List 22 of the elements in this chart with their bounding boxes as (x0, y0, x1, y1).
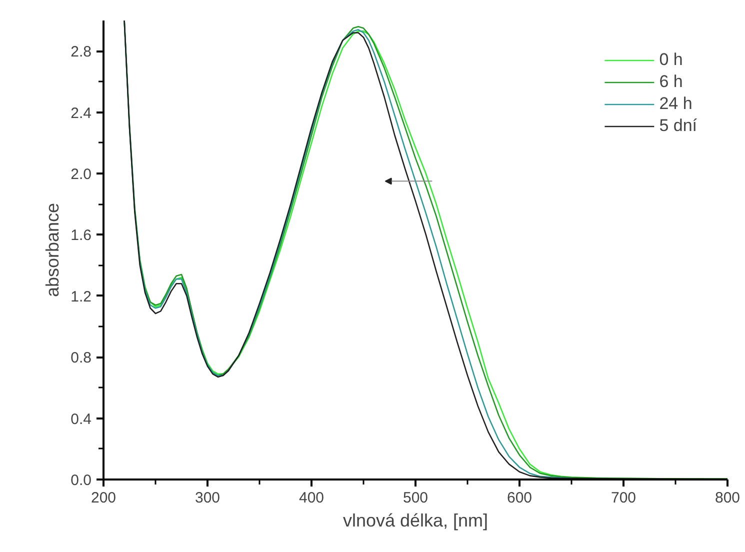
line-series (124, 20, 728, 480)
y-tick-label: 2.4 (70, 104, 92, 122)
y-tick-label: 0.4 (70, 410, 92, 428)
x-tick-label: 500 (402, 490, 428, 506)
x-tick-label: 800 (714, 490, 740, 506)
x-tick-label: 600 (506, 490, 532, 506)
x-axis-title: vlnová délka, [nm] (342, 510, 488, 530)
y-tick-label: 1.6 (70, 227, 92, 244)
legend-label: 5 dní (659, 116, 697, 136)
y-axis-title: absorbance (42, 202, 63, 298)
x-tick-label: 300 (194, 490, 220, 506)
y-tick-label: 0.0 (70, 472, 92, 489)
y-tick-label: 0.8 (70, 350, 92, 367)
y-tick-label: 2.0 (70, 166, 92, 183)
y-tick-label: 1.2 (70, 288, 92, 306)
x-tick-label: 700 (610, 490, 636, 506)
legend-label: 24 h (659, 94, 692, 114)
y-tick-label: 2.8 (70, 44, 92, 61)
legend-label: 6 h (659, 72, 683, 92)
legend-label: 0 h (659, 50, 683, 70)
x-tick-label: 200 (90, 490, 116, 506)
x-tick-label: 400 (298, 490, 324, 506)
